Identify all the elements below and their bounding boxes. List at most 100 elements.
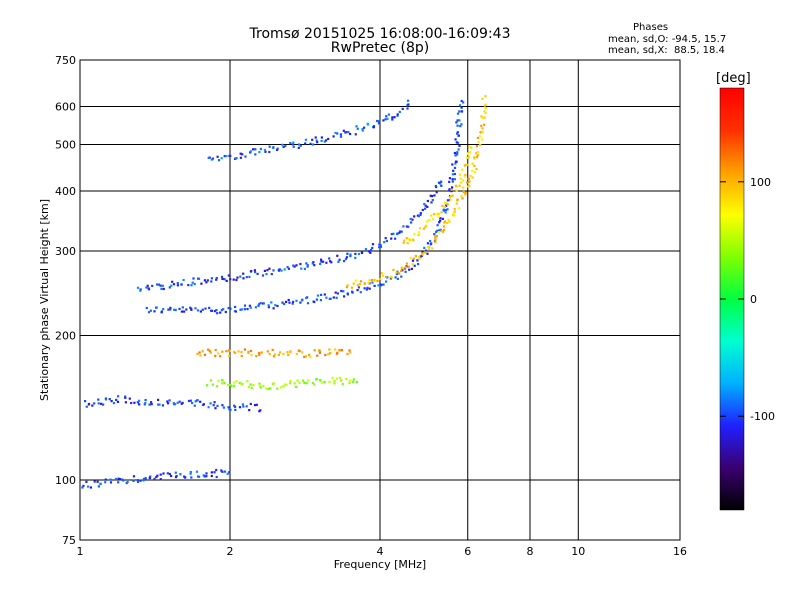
data-point bbox=[145, 306, 148, 310]
y-tick-labels: 75 100 200 300 400 500 600 750 bbox=[55, 54, 76, 547]
data-point bbox=[455, 141, 458, 144]
data-point bbox=[453, 208, 456, 211]
data-point bbox=[124, 395, 127, 398]
data-point bbox=[201, 308, 204, 311]
data-point bbox=[424, 207, 427, 210]
data-point bbox=[174, 471, 177, 474]
data-point bbox=[297, 146, 300, 149]
data-point bbox=[286, 351, 289, 354]
data-point bbox=[220, 309, 223, 312]
data-point bbox=[268, 150, 271, 154]
data-point bbox=[142, 477, 145, 480]
data-point bbox=[460, 110, 464, 113]
data-point bbox=[194, 400, 197, 403]
data-point bbox=[102, 403, 105, 406]
data-point bbox=[168, 399, 171, 402]
data-point bbox=[304, 138, 307, 141]
data-point bbox=[444, 209, 447, 212]
data-point bbox=[352, 282, 355, 285]
data-point bbox=[97, 485, 100, 488]
data-point bbox=[199, 400, 202, 403]
data-point bbox=[416, 259, 419, 262]
data-point bbox=[259, 147, 262, 151]
data-point bbox=[262, 302, 265, 305]
data-point bbox=[373, 284, 376, 287]
data-point bbox=[261, 274, 265, 277]
data-point bbox=[449, 198, 452, 202]
data-point bbox=[266, 350, 269, 353]
data-point bbox=[241, 403, 244, 406]
data-point bbox=[413, 232, 416, 235]
data-point bbox=[150, 403, 153, 406]
stats-title: Phases bbox=[633, 22, 669, 33]
data-point bbox=[460, 168, 464, 171]
data-point bbox=[308, 353, 311, 356]
data-point bbox=[217, 159, 221, 162]
data-point bbox=[434, 241, 437, 244]
x-tick-label: 10 bbox=[571, 545, 585, 558]
data-point bbox=[190, 284, 193, 287]
data-point bbox=[222, 308, 225, 311]
data-point bbox=[338, 376, 341, 379]
data-point bbox=[453, 172, 456, 176]
data-point bbox=[349, 351, 352, 354]
data-point bbox=[248, 304, 251, 307]
data-point bbox=[437, 215, 440, 219]
data-point bbox=[452, 169, 455, 172]
data-point bbox=[441, 230, 445, 233]
data-point bbox=[392, 232, 395, 235]
data-point bbox=[159, 473, 162, 476]
data-point bbox=[311, 138, 314, 141]
data-point bbox=[457, 148, 460, 151]
data-point bbox=[468, 151, 472, 154]
data-point bbox=[454, 160, 458, 163]
data-point bbox=[242, 277, 245, 280]
data-point bbox=[411, 238, 414, 241]
data-point bbox=[458, 144, 461, 147]
data-point bbox=[354, 252, 357, 255]
data-point bbox=[93, 480, 96, 483]
data-point bbox=[209, 379, 213, 382]
y-tick-label: 300 bbox=[55, 245, 76, 258]
data-point bbox=[426, 252, 429, 255]
data-point bbox=[112, 402, 116, 405]
data-point bbox=[345, 131, 348, 134]
data-point bbox=[119, 478, 122, 481]
data-point bbox=[312, 143, 315, 146]
data-point bbox=[466, 153, 469, 156]
data-point bbox=[124, 401, 127, 404]
data-point bbox=[273, 353, 277, 356]
data-point bbox=[295, 352, 298, 356]
data-point bbox=[145, 286, 148, 289]
data-point bbox=[238, 381, 241, 385]
data-point bbox=[425, 224, 428, 227]
data-point bbox=[292, 145, 295, 148]
data-point bbox=[450, 190, 453, 193]
data-point bbox=[349, 132, 352, 136]
data-point bbox=[272, 355, 276, 358]
data-point bbox=[402, 241, 405, 244]
data-point bbox=[332, 135, 335, 138]
data-point bbox=[446, 203, 449, 206]
data-point bbox=[160, 310, 163, 313]
data-point bbox=[437, 230, 440, 234]
data-point bbox=[240, 355, 243, 358]
colorbar-label: [deg] bbox=[716, 71, 751, 86]
data-point bbox=[426, 242, 429, 245]
data-point bbox=[276, 148, 279, 151]
data-point bbox=[142, 479, 145, 482]
data-point bbox=[451, 163, 454, 166]
data-point bbox=[285, 300, 288, 303]
data-point bbox=[453, 151, 456, 155]
data-point bbox=[169, 308, 172, 311]
data-point bbox=[431, 199, 434, 202]
data-point bbox=[402, 267, 405, 270]
data-point bbox=[396, 114, 399, 117]
data-point bbox=[418, 227, 421, 230]
data-point bbox=[208, 306, 211, 309]
data-point bbox=[235, 278, 238, 282]
data-point bbox=[272, 307, 275, 310]
data-point bbox=[408, 238, 411, 242]
data-point bbox=[161, 404, 165, 407]
data-point bbox=[241, 153, 244, 156]
